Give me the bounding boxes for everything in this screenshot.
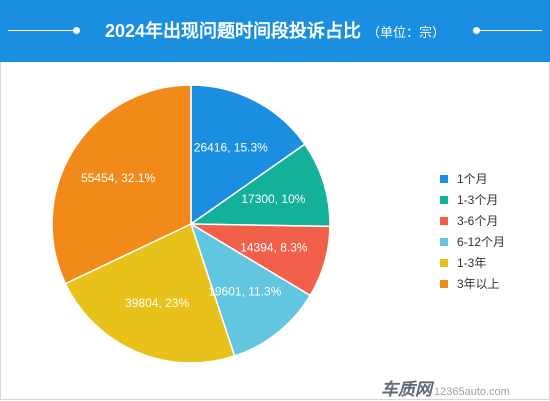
- chart-unit: （单位：宗）: [367, 25, 446, 40]
- chart-title: 2024年出现问题时间段投诉占比: [104, 21, 362, 41]
- pie-data-label-3: 14394, 8.3%: [240, 241, 308, 255]
- legend-label-2: 1-3个月: [457, 193, 499, 207]
- pie-slice-1: [190, 84, 306, 226]
- pie-slice-6: [51, 84, 192, 285]
- header-decor-line-left: [8, 30, 74, 31]
- pie-slice-4: [189, 222, 312, 357]
- header-decor-dot-left: [73, 27, 80, 34]
- watermark: 车质网 12365auto.com: [381, 375, 510, 400]
- pie-data-label-1: 26416, 15.3%: [194, 141, 268, 155]
- legend-label-6: 3年以上: [457, 277, 500, 291]
- chart-header: 2024年出现问题时间段投诉占比 （单位：宗）: [0, 0, 550, 62]
- legend-item-2: 1-3个月: [440, 189, 505, 210]
- pie-data-label-6: 55454, 32.1%: [81, 171, 155, 185]
- legend-label-1: 1个月: [457, 172, 488, 186]
- chart-title-wrap: 2024年出现问题时间段投诉占比 （单位：宗）: [0, 17, 550, 43]
- legend-label-3: 3-6个月: [457, 214, 499, 228]
- legend-swatch-1: [440, 174, 448, 183]
- legend-label-4: 6-12个月: [457, 235, 506, 249]
- legend-item-1: 1个月: [440, 168, 505, 189]
- pie-data-labels: 26416, 15.3% 17300, 10% 14394, 8.3% 19601, …: [81, 141, 308, 311]
- legend-item-4: 6-12个月: [440, 231, 505, 252]
- pie-data-label-2: 17300, 10%: [241, 192, 305, 206]
- watermark-brand: 车质网: [381, 380, 432, 399]
- legend-swatch-4: [440, 237, 448, 246]
- pie-data-label-5: 39804, 23%: [125, 296, 189, 310]
- watermark-url: 12365auto.com: [434, 386, 510, 398]
- legend-swatch-3: [440, 216, 448, 225]
- legend-item-6: 3年以上: [440, 273, 505, 294]
- pie-slice-2: [188, 143, 331, 228]
- pie-slices: [51, 84, 331, 364]
- pie-data-label-4: 19601, 11.3%: [208, 284, 282, 298]
- legend-swatch-2: [440, 195, 448, 204]
- legend-item-5: 1-3年: [440, 252, 505, 273]
- legend-label-5: 1-3年: [457, 256, 487, 270]
- legend-swatch-6: [440, 279, 448, 288]
- header-decor-line-right: [476, 30, 542, 31]
- legend-swatch-5: [440, 258, 448, 267]
- chart-legend: 1个月 1-3个月 3-6个月 6-12个月 1-3年 3年以上: [440, 168, 505, 294]
- legend-item-3: 3-6个月: [440, 210, 505, 231]
- pie-slice-5: [64, 222, 236, 364]
